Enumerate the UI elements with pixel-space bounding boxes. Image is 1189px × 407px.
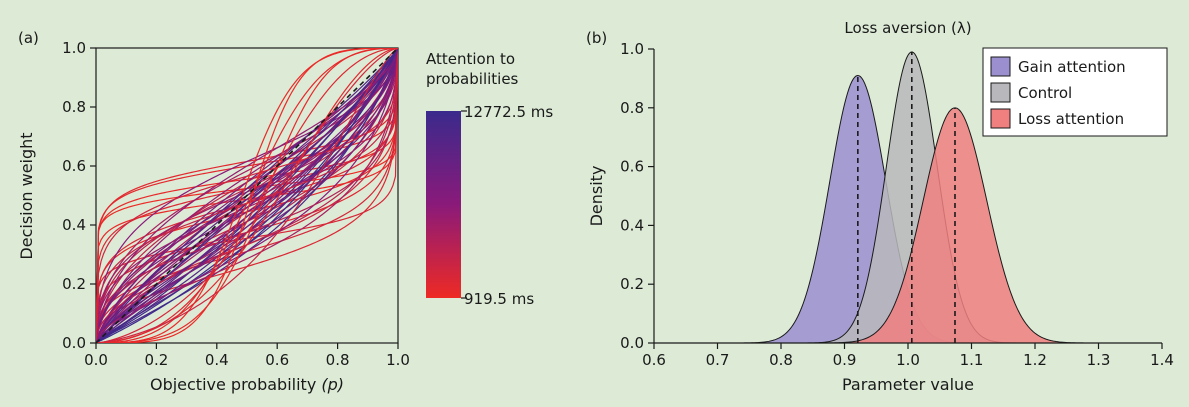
b-x-tick-label: 0.9 bbox=[833, 351, 857, 369]
weighting-curve-60 bbox=[96, 48, 398, 343]
legend-swatch-gain bbox=[990, 56, 1011, 77]
panel-b-title: Loss aversion (λ) bbox=[844, 19, 971, 37]
a-y-tick-label: 0.6 bbox=[62, 157, 86, 175]
weighting-curve-47 bbox=[96, 48, 398, 343]
legend-label-gain: Gain attention bbox=[1018, 58, 1126, 76]
a-x-tick-label: 0.0 bbox=[84, 351, 108, 369]
colorbar-max-label: 12772.5 ms bbox=[464, 103, 553, 121]
weighting-curve-63 bbox=[96, 48, 398, 343]
panel-b-x-ticks: 0.6 0.7 0.8 0.9 1.0 1.1 1.2 1.3 1.4 bbox=[642, 343, 1174, 369]
legend-box bbox=[982, 47, 1168, 137]
b-x-tick-label: 0.7 bbox=[706, 351, 730, 369]
weighting-curve-65 bbox=[96, 48, 398, 343]
b-x-tick-label: 1.1 bbox=[960, 351, 984, 369]
a-x-tick-label: 0.6 bbox=[265, 351, 289, 369]
b-y-tick-label: 0.4 bbox=[620, 216, 644, 234]
legend-label-loss: Loss attention bbox=[1018, 110, 1124, 128]
legend-swatch-loss bbox=[990, 108, 1011, 129]
legend: Gain attention Control Loss attention bbox=[982, 47, 1168, 137]
a-x-tick-label: 0.4 bbox=[205, 351, 229, 369]
b-y-tick-label: 0.0 bbox=[620, 334, 644, 352]
b-y-tick-label: 0.2 bbox=[620, 275, 644, 293]
legend-label-control: Control bbox=[1018, 84, 1072, 102]
b-x-tick-label: 0.8 bbox=[769, 351, 793, 369]
colorbar-title-line2: probabilities bbox=[426, 70, 519, 88]
a-y-tick-label: 0.8 bbox=[62, 98, 86, 116]
b-x-tick-label: 0.6 bbox=[642, 351, 666, 369]
a-x-tick-label: 0.2 bbox=[144, 351, 168, 369]
panel-b-x-axis-title: Parameter value bbox=[842, 375, 974, 394]
a-y-tick-label: 0.4 bbox=[62, 216, 86, 234]
b-x-tick-label: 1.0 bbox=[896, 351, 920, 369]
a-y-tick-label: 1.0 bbox=[62, 39, 86, 57]
a-y-tick-label: 0.0 bbox=[62, 334, 86, 352]
panel-b-y-ticks: 0.0 0.2 0.4 0.6 0.8 1.0 bbox=[620, 40, 654, 352]
colorbar: Attention to probabilities 12772.5 ms 91… bbox=[426, 50, 553, 308]
colorbar-min-label: 919.5 ms bbox=[464, 290, 534, 308]
weighting-curves bbox=[96, 48, 398, 343]
a-x-tick-label: 0.8 bbox=[326, 351, 350, 369]
b-x-tick-label: 1.2 bbox=[1023, 351, 1047, 369]
panel-a-label: (a) bbox=[18, 29, 39, 47]
colorbar-gradient bbox=[426, 111, 461, 298]
panel-a-y-axis-title: Decision weight bbox=[17, 132, 36, 259]
a-x-tick-label: 1.0 bbox=[386, 351, 410, 369]
weighting-curve-52 bbox=[96, 48, 398, 343]
b-y-tick-label: 1.0 bbox=[620, 40, 644, 58]
b-x-tick-label: 1.4 bbox=[1150, 351, 1174, 369]
weighting-curve-54 bbox=[96, 48, 398, 343]
panel-a: (a) 0.0 0.2 0.4 0.6 0.8 1.0 0.0 0.2 0.4 0.6 0.8 1.… bbox=[17, 29, 553, 394]
legend-swatch-control bbox=[990, 82, 1011, 103]
panel-a-plot-frame bbox=[95, 47, 399, 344]
panel-a-x-axis-title: Objective probability (p) bbox=[150, 375, 344, 394]
weighting-curve-49 bbox=[96, 48, 398, 343]
b-y-tick-label: 0.6 bbox=[620, 158, 644, 176]
colorbar-title-line1: Attention to bbox=[426, 50, 515, 68]
b-x-tick-label: 1.3 bbox=[1087, 351, 1111, 369]
panel-a-y-ticks: 0.0 0.2 0.4 0.6 0.8 1.0 bbox=[62, 39, 96, 352]
weighting-curve-39 bbox=[96, 48, 398, 343]
identity-dashed-line bbox=[95, 47, 399, 344]
mean-dashed-lines bbox=[857, 51, 956, 343]
panel-b-label: (b) bbox=[586, 29, 607, 47]
weighting-curve-62 bbox=[96, 48, 398, 343]
b-y-tick-label: 0.8 bbox=[620, 99, 644, 117]
panel-b-y-axis-title: Density bbox=[587, 166, 606, 227]
weighting-curve-64 bbox=[96, 48, 398, 343]
a-y-tick-label: 0.2 bbox=[62, 275, 86, 293]
panel-a-x-ticks: 0.0 0.2 0.4 0.6 0.8 1.0 bbox=[84, 343, 410, 369]
panel-b: (b) Loss aversion (λ) 0.6 0.7 0.8 0.9 1.0 1.1… bbox=[586, 19, 1174, 394]
